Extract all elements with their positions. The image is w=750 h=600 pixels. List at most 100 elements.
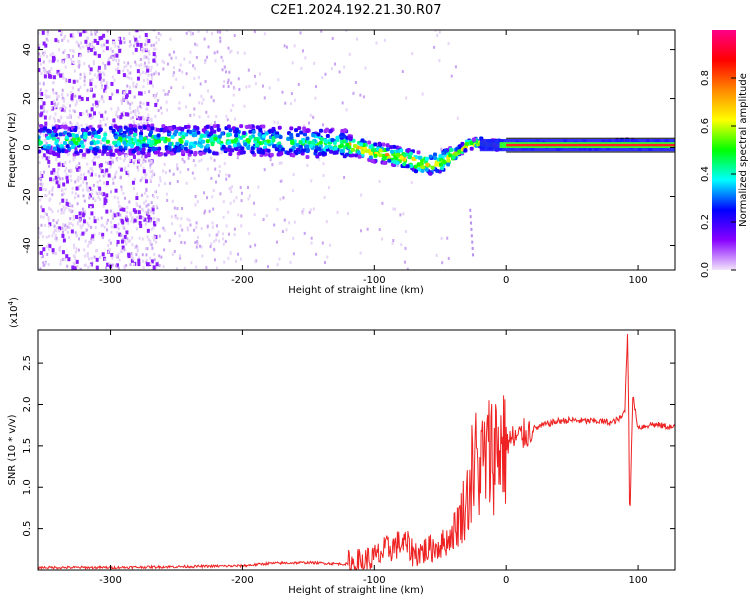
spectrogram-cell [58, 177, 61, 181]
spectrogram-cell [121, 220, 125, 225]
spectrogram-cell [108, 57, 111, 61]
spectrogram-cell [392, 239, 395, 243]
colorbar-tick-label: 0.2 [700, 214, 711, 230]
spectrogram-cell [222, 84, 225, 88]
spectrogram-cell [295, 133, 300, 138]
spectrogram-cell [354, 81, 357, 85]
spectrogram-cell [75, 40, 78, 44]
spectrogram-cell [186, 226, 189, 230]
spectrogram-cell [101, 236, 104, 240]
spectrogram-cell [118, 128, 123, 133]
spectrogram-cell [323, 129, 328, 134]
spectrogram-cell [381, 142, 386, 147]
spectrogram-cell [227, 147, 232, 152]
spectrogram-cell [298, 144, 303, 149]
spectrogram-cell [396, 163, 399, 167]
spectrogram-cell [216, 127, 221, 132]
spectrogram-cell [44, 211, 47, 215]
spectrogram-cell [125, 264, 128, 268]
spectrogram-cell [177, 106, 180, 110]
spectrogram-cell [67, 257, 71, 262]
spectrogram-cell [210, 142, 215, 147]
spectrogram-cell [434, 162, 439, 167]
spectrogram-cell [113, 195, 116, 199]
spectrogram-cell [94, 85, 97, 89]
spectrogram-cell [94, 155, 97, 159]
spectrogram-cell [108, 160, 112, 165]
spectrogram-cell [400, 243, 403, 247]
spectrogram-cell [248, 231, 251, 235]
spectrogram-cell [156, 99, 159, 103]
spectrogram-cell [314, 96, 317, 100]
spectrogram-cell [148, 90, 151, 94]
spectrogram-cell [309, 113, 312, 117]
spectrogram-cell [56, 173, 59, 177]
spectrogram-cell [200, 94, 203, 98]
spectrogram-cell [151, 169, 154, 173]
spectrogram-cell [356, 37, 359, 41]
spectrogram-cell [373, 153, 378, 158]
spectrogram-cell [387, 158, 392, 163]
spectrogram-cell [115, 225, 118, 229]
spectrogram-cell [54, 112, 57, 116]
spectrogram-cell [129, 43, 132, 47]
spectrogram-cell [211, 195, 214, 199]
spectrogram-cell [132, 132, 137, 137]
spectrogram-cell [120, 188, 123, 192]
spectrogram-cell [98, 76, 102, 81]
spectrogram-cell [235, 196, 238, 200]
spectrogram-cell [240, 214, 243, 218]
spectrogram-cell [103, 201, 107, 206]
spectrogram-cell [211, 32, 214, 36]
spectrogram-cell [67, 133, 72, 138]
spectrogram-cell [408, 151, 413, 156]
spectrogram-cell [141, 155, 144, 159]
spectrogram-cell [395, 149, 400, 154]
spectrogram-cell [246, 185, 249, 189]
spectrogram-cell [411, 156, 416, 161]
spectrogram-cell [157, 38, 160, 42]
spectrogram-cell [152, 211, 155, 215]
spectrogram-cell [142, 266, 145, 270]
spectrogram-cell [41, 30, 45, 35]
spectrogram-cell [199, 144, 204, 149]
spectrogram-cell [104, 90, 107, 94]
spectrogram-cell [89, 263, 92, 267]
spectrogram-cell [219, 39, 222, 43]
y-tick-label: 1.0 [22, 479, 33, 495]
spectrogram-cell [297, 82, 300, 86]
spectrogram-cell [159, 33, 162, 37]
spectrogram-cell [139, 128, 143, 133]
spectrogram-cell [44, 68, 47, 72]
snr-y-ticks: 0.51.01.52.02.5 [22, 355, 675, 537]
spectrogram-cell [365, 148, 370, 153]
spectrogram-cell [117, 200, 120, 204]
spectrogram-cell [300, 66, 303, 70]
spectrogram-cell [59, 73, 63, 78]
spectrogram-cell [278, 134, 283, 139]
spectrogram-cell [43, 139, 46, 143]
spectrogram-cell [417, 155, 422, 160]
spectrogram-cell [61, 198, 65, 203]
spectrogram-cell [392, 159, 397, 164]
spectrogram-cell [77, 166, 81, 171]
spectrogram-cell [402, 212, 405, 216]
spectrogram-cell [56, 171, 59, 175]
spectrogram-cell [162, 169, 165, 173]
spectrogram-cell [47, 224, 50, 228]
spectrogram-cell [56, 95, 59, 99]
snr-series-line [38, 334, 675, 570]
spectrogram-cell [132, 35, 135, 39]
spectrogram-cell [39, 186, 43, 191]
spectrogram-cell [319, 137, 324, 142]
y-tick-label: 40 [22, 43, 33, 56]
spectrogram-cell [58, 132, 63, 137]
spectrogram-cell [124, 112, 128, 117]
spectrogram-cell [162, 67, 165, 71]
spectrogram-cell [447, 42, 450, 46]
spectrogram-cell [46, 136, 51, 141]
spectrogram-cell [148, 132, 153, 137]
spectrogram-cell [150, 160, 153, 164]
spectrogram-cell [40, 205, 43, 209]
spectrogram-cell [271, 163, 274, 167]
